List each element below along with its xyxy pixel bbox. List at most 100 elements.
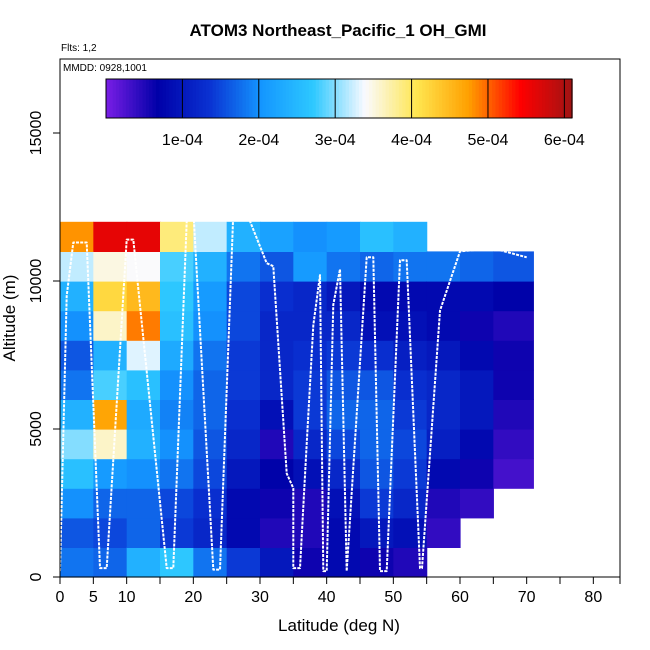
heatmap-cell [160,517,194,548]
y-tick-label: 5000 [28,411,45,447]
heatmap-cell [126,221,161,252]
heatmap-cell [293,310,328,341]
x-tick-label: 40 [318,589,336,606]
heatmap-cell [393,458,428,489]
colorbar-swatch [322,79,327,118]
colorbar-swatch [545,79,550,118]
heatmap-cell [460,251,494,282]
colorbar-swatch [285,79,290,118]
colorbar-swatch [272,79,277,118]
heatmap-cell [460,488,494,519]
heatmap-cell [493,399,534,430]
colorbar-swatch [425,79,430,118]
heatmap-cell [126,517,161,548]
colorbar-swatch [262,79,267,118]
colorbar-swatch [325,79,330,118]
colorbar-swatch [165,79,170,118]
heatmap-cell [193,340,228,371]
plot-frame [59,58,621,578]
colorbar-swatch [292,79,297,118]
colorbar-swatch [358,79,363,118]
colorbar-swatch [329,79,334,118]
colorbar-swatch [565,79,570,118]
colorbar-swatch [418,79,423,118]
colorbar-swatch [538,79,543,118]
heatmap-cell [60,399,94,430]
colorbar-swatch [472,79,477,118]
colorbar-swatch [212,79,217,118]
heatmap-cell [326,251,361,282]
colorbar-swatch [558,79,563,118]
heatmap-cell [60,251,94,282]
colorbar-swatch [455,79,460,118]
colorbar-swatch [365,79,370,118]
heatmap-cell [293,221,328,252]
heatmap-cell [260,340,294,371]
heatmap-cell [260,517,294,548]
heatmap-cell [126,340,161,371]
x-tick-label: 30 [251,589,269,606]
heatmap-cell [226,281,261,312]
colorbar-swatch [222,79,227,118]
colorbar-swatch [159,79,164,118]
colorbar-swatch [435,79,440,118]
colorbar-swatch [252,79,257,118]
heatmap-cell [460,399,494,430]
x-tick-label: 50 [384,589,402,606]
colorbar-swatch [555,79,560,118]
heatmap-cell [493,369,534,400]
heatmap-cells [60,221,534,578]
colorbar-swatch [232,79,237,118]
heatmap-cell [460,310,494,341]
heatmap-cell [293,281,328,312]
colorbar-swatch [345,79,350,118]
heatmap-cell [460,281,494,312]
colorbar-swatch [368,79,373,118]
heatmap-cell [360,281,394,312]
heatmap-cell [493,251,534,282]
colorbar-swatch [139,79,144,118]
colorbar-swatch [319,79,324,118]
heatmap-cell [493,281,534,312]
heatmap-cell [60,221,94,252]
heatmap-cell [93,429,128,460]
heatmap-cell [326,310,361,341]
heatmap-cell [126,251,161,282]
heatmap-cell [193,369,228,400]
flights-label: Flts: 1,2 [61,43,97,54]
y-axis-label: Altitude (m) [0,275,19,362]
colorbar-swatch [309,79,314,118]
y-tick-label: 15000 [28,111,45,156]
x-tick-label: 5 [89,589,98,606]
colorbar-swatch [312,79,317,118]
colorbar-swatch [462,79,467,118]
heatmap-cell [426,488,461,519]
heatmap-cell [160,369,194,400]
colorbar-swatch [342,79,347,118]
heatmap-cell [493,458,534,489]
colorbar-swatch [175,79,180,118]
colorbar-swatch [382,79,387,118]
colorbar-swatch [192,79,197,118]
heatmap-cell [260,429,294,460]
colorbar-tick-label: 4e-04 [391,132,432,149]
colorbar-swatch [162,79,167,118]
colorbar-swatch [115,79,121,118]
x-axis-label: Latitude (deg N) [278,616,400,635]
colorbar-swatch [465,79,470,118]
heatmap-cell [426,281,461,312]
colorbar-swatch [525,79,530,118]
colorbar-swatch [512,79,517,118]
colorbar-swatch [142,79,147,118]
heatmap-cell [326,517,361,548]
heatmap-cell [460,369,494,400]
colorbar-swatch [352,79,357,118]
heatmap-cell [93,399,128,430]
colorbar-swatch [305,79,310,118]
heatmap-cell [326,281,361,312]
colorbar-swatch [568,79,573,118]
colorbar-swatch [505,79,510,118]
colorbar-swatch [402,79,407,118]
colorbar-swatch [332,79,337,118]
